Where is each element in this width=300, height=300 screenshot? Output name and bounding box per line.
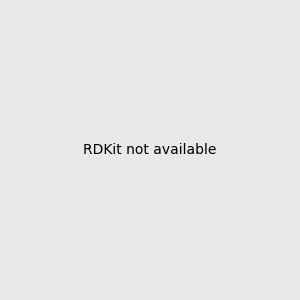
Text: RDKit not available: RDKit not available	[83, 143, 217, 157]
